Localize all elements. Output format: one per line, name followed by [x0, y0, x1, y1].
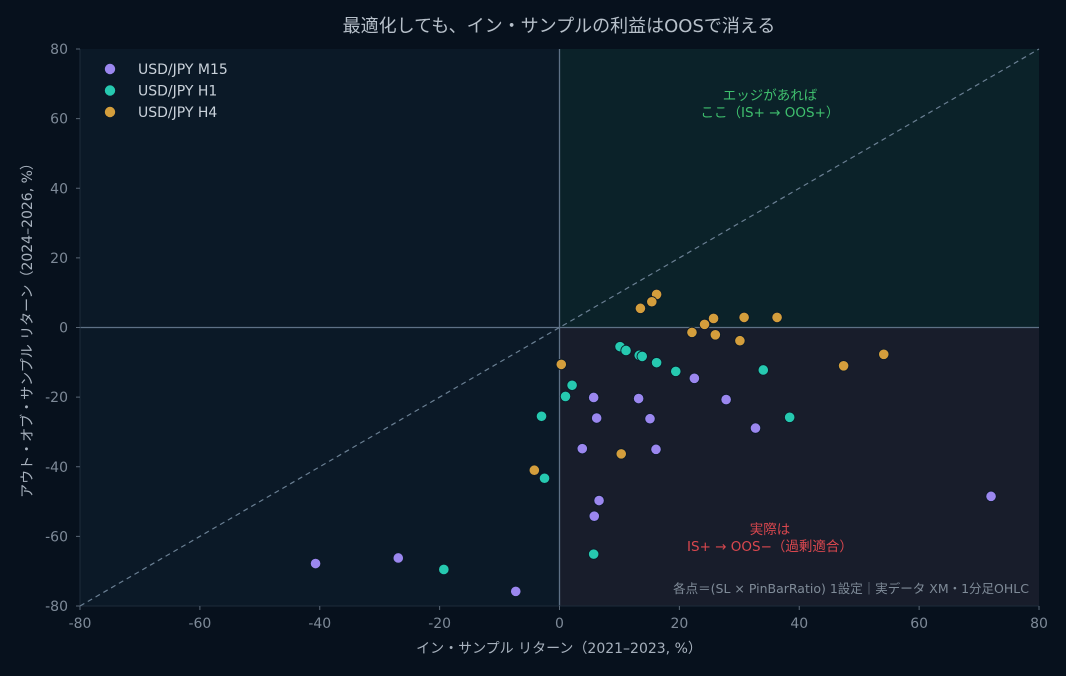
data-point-h4: [528, 464, 540, 476]
data-point-h1: [588, 548, 600, 560]
data-point-m15: [688, 372, 700, 384]
data-point-h4: [646, 296, 658, 308]
data-point-m15: [588, 391, 600, 404]
legend-label: USD/JPY M15: [138, 62, 228, 78]
data-point-h4: [738, 311, 750, 324]
x-tick-label: 80: [1030, 616, 1048, 632]
data-point-h1: [535, 410, 548, 422]
x-tick-label: 0: [555, 616, 564, 632]
data-point-h1: [620, 344, 632, 357]
legend-label: USD/JPY H1: [138, 84, 217, 100]
x-axis-title: イン・サンプル リターン（2021–2023, %）: [416, 641, 702, 657]
annotation-reality: 実際は: [750, 522, 791, 538]
data-point-m15: [392, 552, 404, 564]
data-point-h4: [555, 358, 567, 371]
data-point-h1: [670, 365, 682, 377]
data-point-m15: [588, 510, 600, 522]
y-tick-label: -80: [45, 599, 68, 615]
data-point-m15: [593, 494, 605, 507]
data-point-h4: [615, 448, 627, 460]
y-tick-label: 40: [50, 181, 68, 197]
data-point-h1: [438, 563, 450, 576]
data-point-h1: [566, 379, 578, 391]
y-axis-title: アウト・オブ・サンプル リターン（2024–2026, %）: [19, 156, 36, 498]
annotation-edge: エッジがあれば: [723, 88, 818, 104]
annotation-edge: ここ（IS+ → OOS+）: [701, 105, 840, 121]
data-point-m15: [650, 443, 662, 455]
x-tick-label: 40: [790, 616, 808, 632]
y-tick-label: 0: [59, 321, 68, 337]
data-point-h4: [771, 311, 783, 324]
chart-title: 最適化しても、イン・サンプルの利益はOOSで消える: [343, 16, 776, 37]
legend-marker: [104, 85, 116, 96]
y-tick-label: 60: [50, 112, 68, 128]
data-point-h4: [734, 335, 746, 347]
data-point-m15: [591, 412, 603, 424]
data-point-h1: [784, 411, 796, 423]
legend-marker: [104, 63, 116, 75]
data-point-h4: [634, 302, 647, 314]
data-point-h1: [650, 357, 663, 369]
data-point-h4: [709, 329, 721, 341]
diagonal-reference-line: [79, 48, 1040, 607]
data-point-h1: [538, 472, 551, 484]
y-tick-label: -20: [45, 390, 68, 406]
quadrant-lower-right: [559, 327, 1039, 606]
x-tick-label: -40: [308, 616, 331, 632]
data-point-m15: [720, 393, 732, 406]
data-point-h1: [559, 390, 572, 403]
data-point-h4: [686, 326, 698, 338]
data-point-m15: [985, 490, 997, 502]
data-point-m15: [749, 422, 762, 434]
data-point-h4: [698, 318, 711, 330]
legend-label: USD/JPY H4: [138, 105, 217, 121]
data-point-h4: [878, 348, 890, 360]
x-tick-label: -60: [188, 616, 211, 632]
data-point-h4: [838, 360, 850, 372]
legend-marker: [104, 106, 116, 118]
x-tick-label: 60: [910, 616, 928, 632]
data-point-m15: [510, 585, 522, 597]
annotation-reality: IS+ → OOS−（過剰適合）: [687, 538, 853, 555]
data-point-m15: [576, 443, 588, 455]
x-tick-label: -20: [428, 616, 451, 632]
data-point-m15: [633, 392, 645, 405]
footnote: 各点＝(SL × PinBarRatio) 1設定｜実データ XM・1分足OHL…: [673, 581, 1029, 596]
data-point-h1: [636, 350, 648, 362]
data-point-m15: [309, 557, 322, 570]
data-point-m15: [644, 413, 656, 425]
y-tick-label: 20: [50, 251, 68, 267]
data-point-h4: [707, 312, 720, 325]
y-tick-label: 80: [50, 42, 68, 58]
x-tick-label: 20: [670, 616, 688, 632]
data-point-h1: [757, 364, 769, 376]
y-tick-label: -40: [45, 460, 68, 476]
x-tick-label: -80: [69, 616, 92, 632]
y-tick-label: -60: [45, 529, 68, 545]
